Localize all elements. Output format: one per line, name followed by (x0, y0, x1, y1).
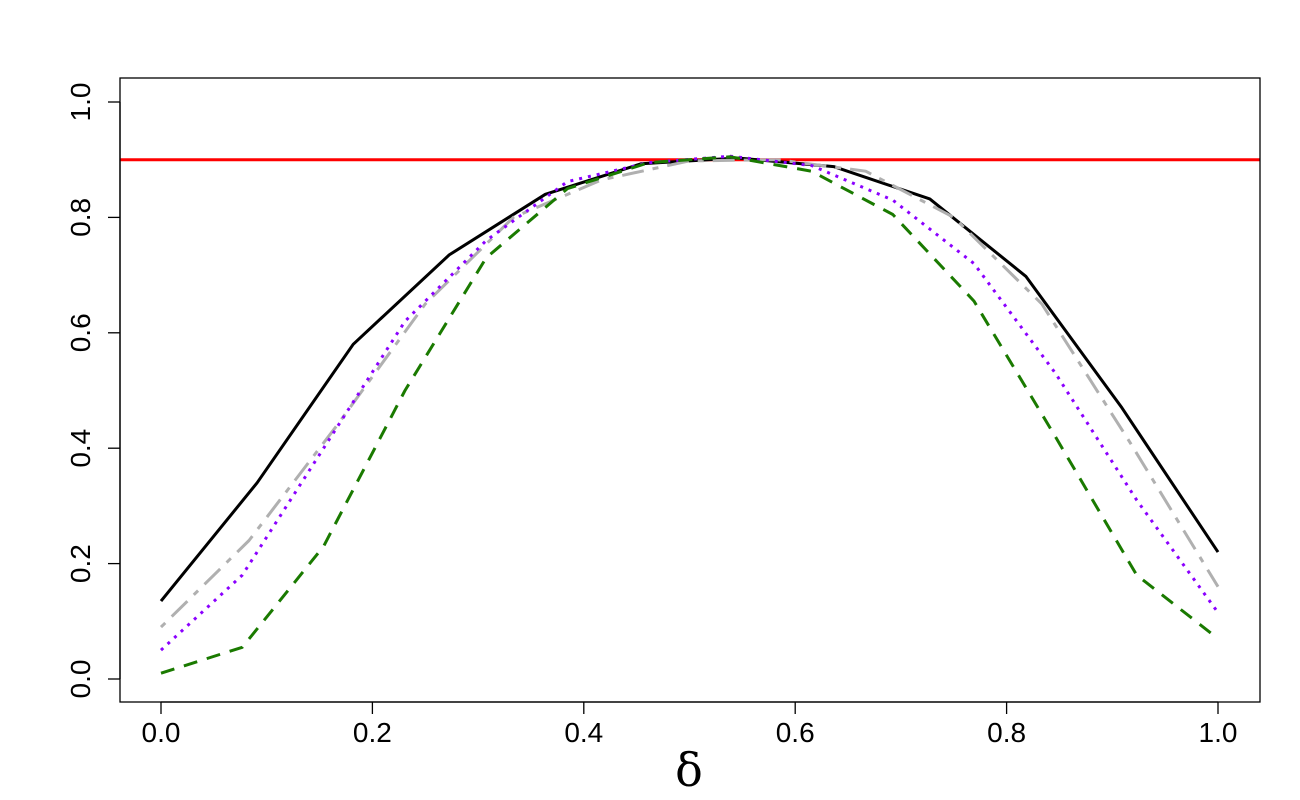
y-tick-label: 0.8 (65, 198, 96, 237)
y-tick-label: 0.0 (65, 660, 96, 699)
y-tick-label: 0.4 (65, 429, 96, 468)
x-tick-label: 0.0 (142, 717, 181, 748)
series-line-3-dotted (159, 154, 1220, 652)
x-tick-label: 1.0 (1199, 717, 1238, 748)
series-line-4-dashed (160, 155, 1219, 675)
series-group (159, 154, 1220, 675)
x-tick-label: 0.6 (776, 717, 815, 748)
y-tick-label: 0.6 (65, 313, 96, 352)
x-tick-label: 0.4 (564, 717, 603, 748)
series-line-2-dashdot (159, 158, 1220, 629)
y-tick-label: 1.0 (65, 83, 96, 122)
x-tick-label: 0.2 (353, 717, 392, 748)
x-axis-title: δ (675, 743, 703, 797)
plot-frame (119, 77, 1261, 703)
y-tick-label: 0.2 (65, 544, 96, 583)
axes: 0.0 0.2 0.4 0.6 0.8 1.0 0.0 0.2 0.4 0.6 0.8 1.0 (65, 83, 1237, 748)
x-tick-label: 0.8 (987, 717, 1026, 748)
